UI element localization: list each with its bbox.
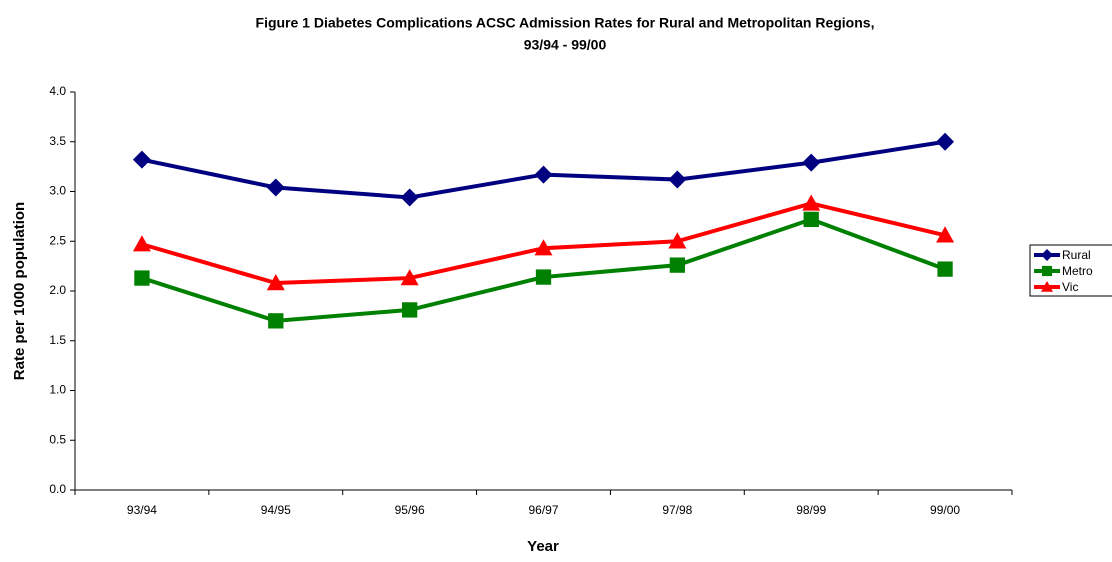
- marker: [1041, 249, 1053, 261]
- marker: [266, 178, 285, 197]
- marker: [132, 150, 151, 169]
- y-tick-label: 3.0: [49, 184, 66, 198]
- y-tick-label: 0.0: [49, 482, 66, 496]
- marker: [534, 239, 553, 256]
- x-tick-label: 95/96: [395, 503, 425, 517]
- chart-title: 93/94 - 99/00: [524, 37, 607, 53]
- x-tick-label: 94/95: [261, 503, 291, 517]
- marker: [1041, 281, 1053, 292]
- x-tick-label: 98/99: [796, 503, 826, 517]
- y-tick-label: 2.0: [49, 283, 66, 297]
- y-tick-label: 1.0: [49, 383, 66, 397]
- marker: [535, 269, 552, 285]
- y-axis-title: Rate per 1000 population: [11, 202, 28, 380]
- marker: [803, 211, 819, 228]
- marker: [401, 302, 418, 318]
- marker: [936, 226, 955, 243]
- marker: [937, 261, 953, 277]
- marker: [668, 232, 687, 249]
- legend-label: Rural: [1062, 248, 1091, 262]
- marker: [936, 132, 955, 151]
- y-tick-label: 2.5: [49, 233, 66, 247]
- x-tick-label: 93/94: [127, 503, 157, 517]
- marker: [132, 235, 151, 252]
- marker: [268, 313, 284, 329]
- x-tick-label: 97/98: [662, 503, 692, 517]
- x-tick-label: 99/00: [930, 503, 960, 517]
- marker: [668, 170, 687, 189]
- y-tick-label: 3.5: [49, 134, 66, 148]
- marker: [266, 274, 285, 291]
- marker: [802, 153, 821, 172]
- legend-label: Vic: [1062, 280, 1078, 294]
- marker: [400, 188, 419, 207]
- x-axis-title: Year: [527, 538, 559, 555]
- legend-label: Metro: [1062, 264, 1093, 278]
- marker: [134, 270, 150, 286]
- marker: [534, 165, 553, 184]
- marker: [1041, 265, 1053, 277]
- y-tick-label: 4.0: [49, 84, 66, 98]
- x-tick-label: 96/97: [528, 503, 558, 517]
- chart-title: Figure 1 Diabetes Complications ACSC Adm…: [256, 15, 875, 31]
- marker: [669, 257, 686, 273]
- marker: [802, 194, 821, 211]
- y-tick-label: 1.5: [49, 333, 66, 347]
- marker: [400, 269, 419, 286]
- y-tick-label: 0.5: [49, 432, 66, 446]
